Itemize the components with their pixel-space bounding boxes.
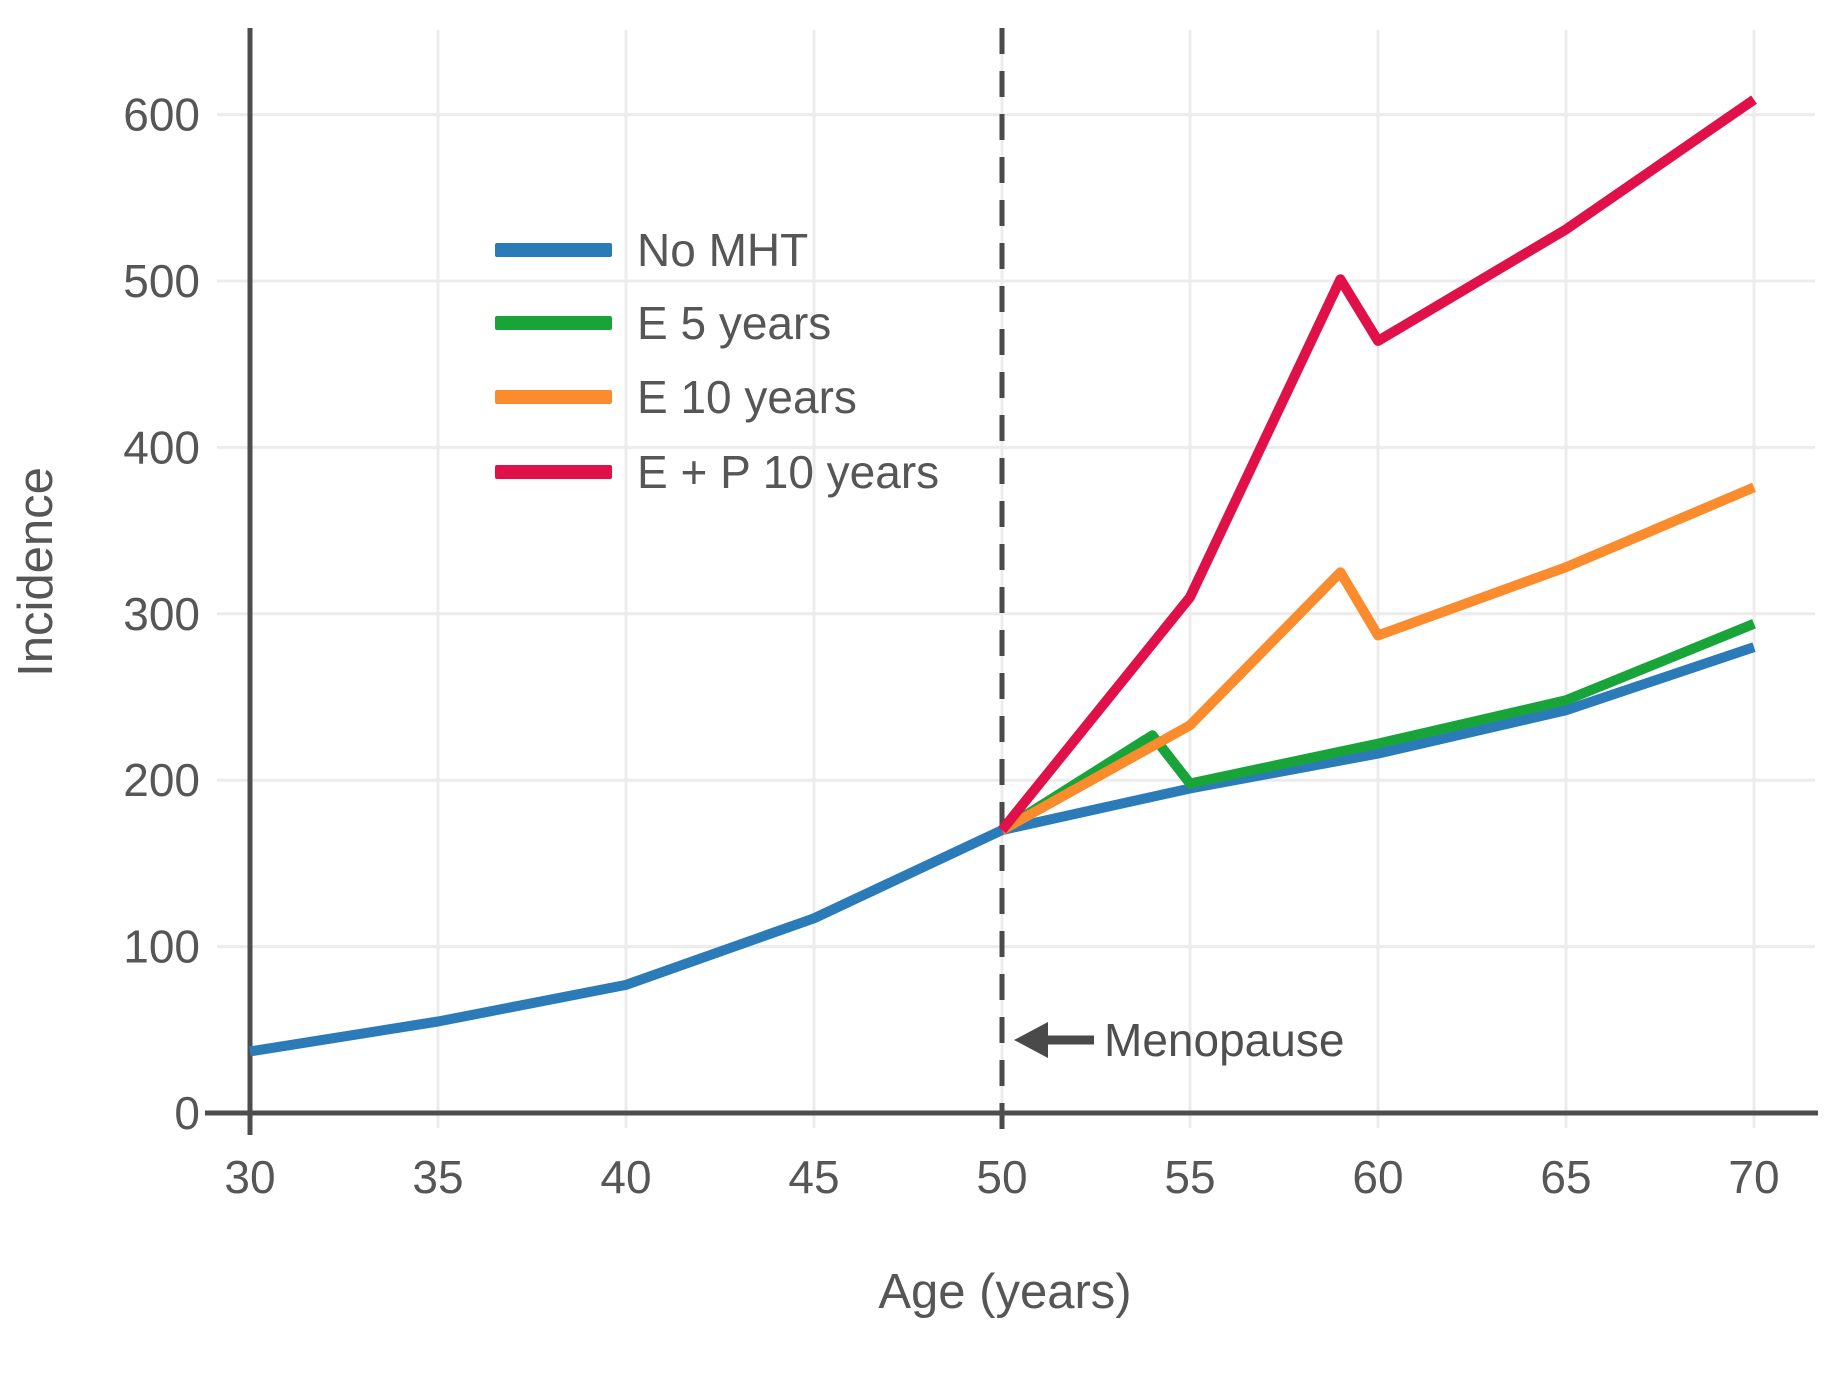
legend-swatch-2 — [495, 390, 612, 404]
legend-swatch-1 — [495, 316, 612, 330]
y-axis-title: Incidence — [9, 467, 63, 677]
x-tick-label: 30 — [224, 1151, 275, 1203]
legend-label-2: E 10 years — [637, 371, 857, 423]
legend: No MHT E 5 years E 10 years E + P 10 years — [495, 224, 939, 498]
x-tick-label: 55 — [1164, 1151, 1215, 1203]
left-arrow-icon — [1014, 1022, 1048, 1058]
x-tick-label: 45 — [788, 1151, 839, 1203]
y-tick-label: 600 — [123, 89, 200, 141]
annotation-label: Menopause — [1104, 1014, 1344, 1066]
y-tick-label: 0 — [174, 1087, 200, 1139]
x-tick-label: 50 — [976, 1151, 1027, 1203]
x-tick-label: 60 — [1352, 1151, 1403, 1203]
y-tick-label: 500 — [123, 255, 200, 307]
menopause-annotation: Menopause — [1014, 1014, 1344, 1066]
legend-label-0: No MHT — [637, 224, 808, 276]
x-tick-label: 35 — [412, 1151, 463, 1203]
y-tick-label: 200 — [123, 754, 200, 806]
x-tick-label: 65 — [1540, 1151, 1591, 1203]
series-line-e-10-years — [999, 482, 1756, 835]
series-line-e-5-years — [999, 619, 1756, 835]
y-tick-label: 100 — [123, 921, 200, 973]
x-tick-label: 70 — [1728, 1151, 1779, 1203]
x-tick-label: 40 — [600, 1151, 651, 1203]
x-axis-title: Age (years) — [878, 1265, 1131, 1319]
y-tick-label: 300 — [123, 588, 200, 640]
gridlines — [217, 30, 1815, 1128]
legend-label-3: E + P 10 years — [637, 446, 939, 498]
legend-label-1: E 5 years — [637, 297, 831, 349]
axes — [205, 28, 1818, 1135]
series-line-e-p-10-years — [998, 95, 1757, 834]
legend-swatch-3 — [495, 465, 612, 479]
legend-swatch-0 — [495, 243, 612, 257]
y-tick-label: 400 — [123, 421, 200, 473]
